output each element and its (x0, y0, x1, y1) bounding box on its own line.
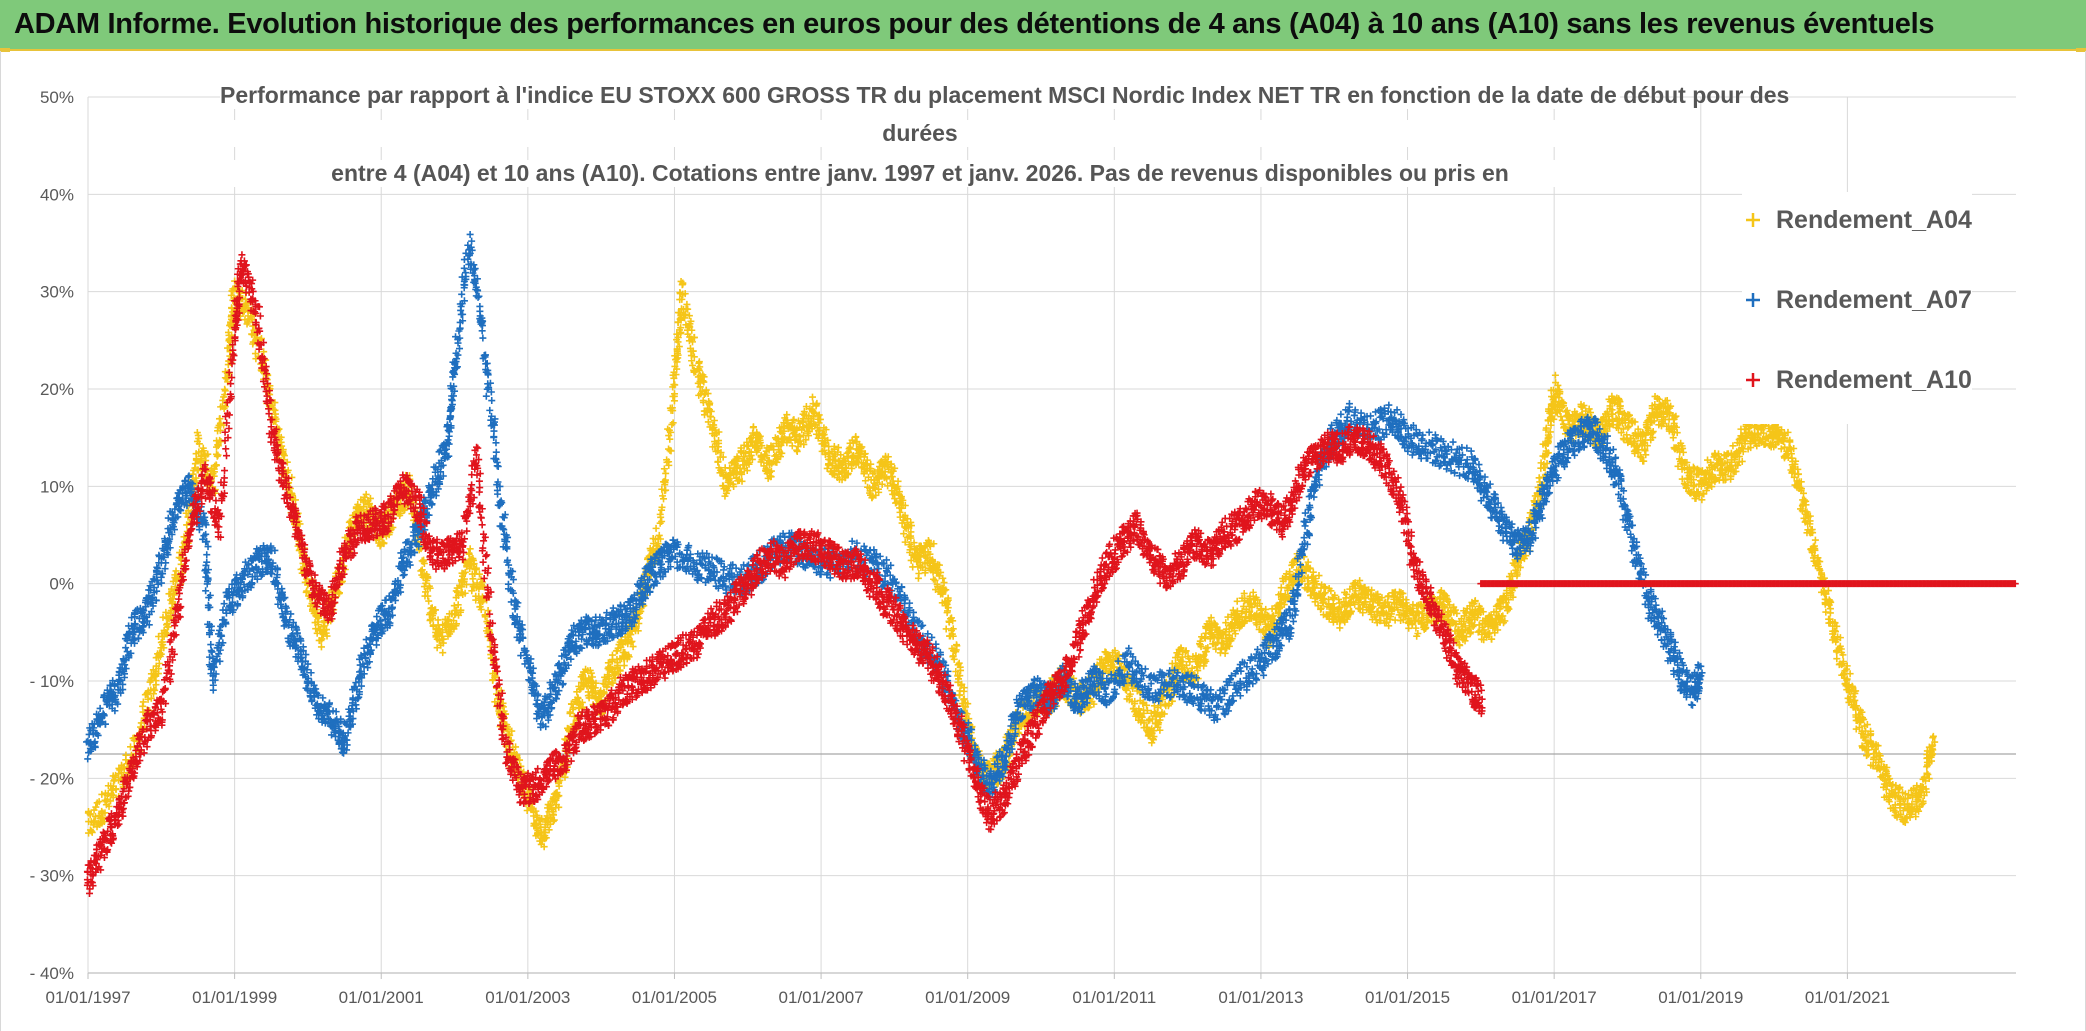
scatter-point (1336, 624, 1344, 632)
scatter-point (151, 686, 159, 694)
scatter-point (955, 659, 963, 667)
scatter-point (1551, 371, 1559, 379)
y-axis-ticks: 50% 40% 30% 20% 10% 0% - 10% - 20% - 30% - 40% (30, 88, 74, 983)
y-tick-label: 50% (40, 88, 74, 107)
scatter-point (683, 300, 691, 308)
x-tick-label: 01/01/2015 (1365, 988, 1450, 1007)
scatter-point (162, 608, 170, 616)
scatter-point (930, 575, 938, 583)
scatter-point (162, 629, 170, 637)
series-layer (83, 230, 2019, 897)
x-tick-label: 01/01/2011 (1072, 988, 1156, 1007)
axes (88, 753, 2016, 974)
y-tick-label: 30% (40, 283, 74, 302)
scatter-point (152, 677, 160, 685)
scatter-point (156, 652, 164, 660)
scatter-point (660, 465, 668, 473)
y-tick-label: - 10% (30, 672, 74, 691)
scatter-point (92, 803, 100, 811)
page-title: ADAM Informe. Evolution historique des p… (14, 8, 1935, 40)
x-tick-label: 01/01/2003 (485, 988, 570, 1007)
x-axis-ticks: 01/01/1997 01/01/1999 01/01/2001 01/01/2003… (45, 973, 1890, 1007)
scatter-point (662, 469, 670, 477)
scatter-point (1669, 434, 1677, 442)
scatter-point (666, 435, 674, 443)
x-tick-label: 01/01/2017 (1512, 988, 1597, 1007)
scatter-point (809, 393, 817, 401)
x-tick-label: 01/01/2001 (339, 988, 424, 1007)
scatter-point (144, 695, 152, 703)
scatter-point (139, 698, 147, 706)
scatter-point (91, 812, 99, 820)
scatter-point (168, 595, 176, 603)
scatter-point (95, 798, 103, 806)
scatter-point (652, 524, 660, 532)
scatter-point (956, 691, 964, 699)
scatter-point (86, 810, 94, 818)
scatter-point (1557, 413, 1565, 421)
scatter-point (167, 609, 175, 617)
scatter-point (439, 649, 447, 657)
scatter-point (793, 447, 801, 455)
scatter-point (163, 630, 171, 638)
scatter-point (150, 685, 158, 693)
scatter-point (98, 790, 106, 798)
scatter-point (1277, 584, 1285, 592)
scatter-point (155, 665, 163, 673)
scatter-point (894, 477, 902, 485)
y-tick-label: - 40% (30, 964, 74, 983)
scatter-point (105, 802, 113, 810)
scatter-point (101, 809, 109, 817)
scatter-point (620, 662, 628, 670)
scatter-point (420, 556, 428, 564)
x-tick-label: 01/01/2005 (632, 988, 717, 1007)
scatter-point (104, 789, 112, 797)
scatter-point (953, 641, 961, 649)
x-tick-label: 01/01/2009 (925, 988, 1010, 1007)
y-tick-label: 40% (40, 185, 74, 204)
scatter-point (147, 694, 155, 702)
scatter-point (118, 769, 126, 777)
scatter-point (749, 423, 757, 431)
scatter-point (812, 401, 820, 409)
scatter-point (425, 597, 433, 605)
scatter-point (150, 673, 158, 681)
scatter-point (655, 531, 663, 539)
x-tick-label: 01/01/2007 (779, 988, 864, 1007)
scatter-point (317, 643, 325, 651)
scatter-point (689, 361, 697, 369)
x-tick-label: 01/01/1997 (45, 988, 130, 1007)
scatter-point (144, 689, 152, 697)
y-tick-label: 10% (40, 477, 74, 496)
corner-accent-left (0, 48, 10, 52)
scatter-point (942, 625, 950, 633)
scatter-point (214, 451, 222, 459)
y-tick-label: - 20% (30, 769, 74, 788)
title-bar: ADAM Informe. Evolution historique des p… (0, 0, 2086, 51)
scatter-point (466, 545, 474, 553)
x-tick-label: 01/01/2019 (1658, 988, 1743, 1007)
x-tick-label: 01/01/1999 (192, 988, 277, 1007)
scatter-point (87, 827, 95, 835)
y-tick-label: 20% (40, 380, 74, 399)
scatter-point (160, 644, 168, 652)
y-tick-label: 0% (49, 575, 74, 594)
scatter-point (109, 793, 117, 801)
scatter-point (164, 623, 172, 631)
corner-accent-right (2076, 48, 2086, 52)
scatter-point (221, 385, 229, 393)
x-tick-label: 01/01/2021 (1805, 988, 1890, 1007)
y-tick-label: - 30% (30, 867, 74, 886)
x-tick-label: 01/01/2013 (1218, 988, 1303, 1007)
scatter-point (112, 785, 120, 793)
scatter-point (137, 719, 145, 727)
scatter-point (710, 417, 718, 425)
